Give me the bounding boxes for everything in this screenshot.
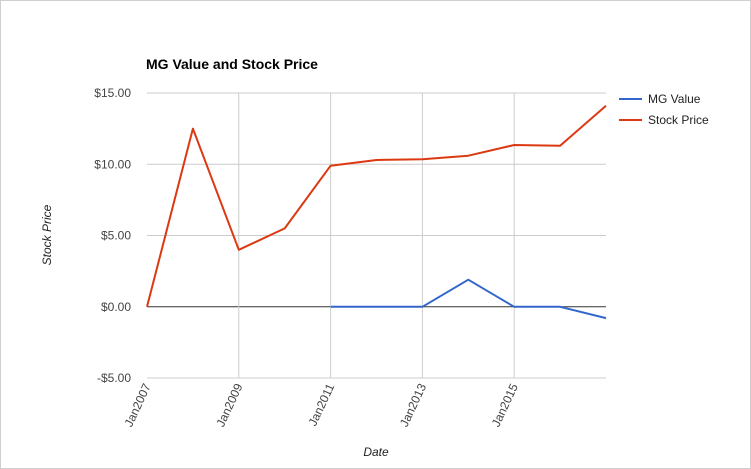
x-axis-ticks: Jan2007 Jan2009 Jan2011 Jan2013 Jan2015	[122, 381, 521, 429]
x-tick-label: Jan2011	[306, 381, 338, 428]
mg-value-line	[330, 278, 607, 320]
stock-price-legend-label: Stock Price	[648, 113, 709, 127]
stock-price-line	[146, 105, 607, 308]
y-tick-label: $15.00	[94, 86, 131, 100]
mg-value-legend-label: MG Value	[648, 92, 701, 106]
y-tick-label: -$5.00	[97, 371, 131, 385]
legend: MG Value Stock Price	[619, 92, 709, 127]
y-axis-ticks: $15.00 $10.00 $5.00 $0.00 -$5.00	[94, 86, 131, 385]
y-axis-title: Stock Price	[40, 204, 54, 265]
x-axis-title: Date	[363, 445, 389, 459]
series-lines	[146, 105, 607, 320]
x-tick-label: Jan2013	[397, 381, 429, 429]
x-tick-label: Jan2007	[122, 381, 154, 429]
x-tick-label: Jan2009	[213, 381, 245, 429]
y-tick-label: $0.00	[101, 300, 131, 314]
grid-lines	[147, 92, 606, 379]
y-tick-label: $10.00	[94, 157, 131, 171]
chart-title: MG Value and Stock Price	[146, 56, 318, 72]
y-tick-label: $5.00	[101, 229, 131, 243]
x-tick-label: Jan2015	[489, 381, 521, 429]
